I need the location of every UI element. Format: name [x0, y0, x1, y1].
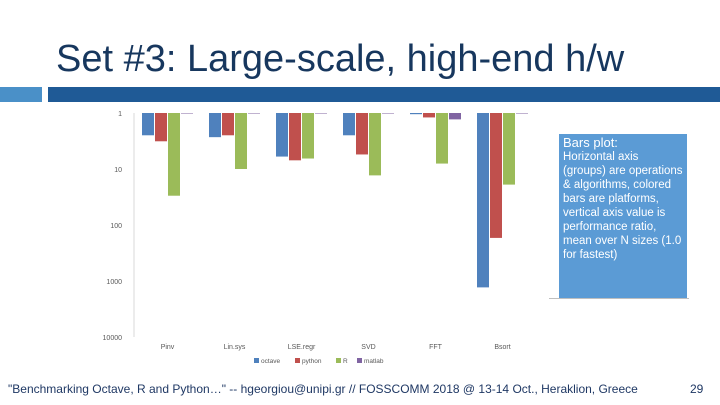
legend-label: octave — [261, 358, 281, 365]
chart-background — [96, 103, 536, 370]
bar-python-fft — [423, 113, 435, 118]
x-tick-label: Bsort — [494, 344, 510, 351]
y-tick-label: 10000 — [103, 335, 123, 342]
bar-python-svd — [356, 113, 368, 155]
y-tick-label: 100 — [110, 223, 122, 230]
bar-matlab-lseregr — [315, 113, 327, 114]
slide-title: Set #3: Large-scale, high-end h/w — [56, 38, 625, 80]
legend-swatch-octave — [254, 358, 259, 363]
x-tick-labels: Pinv Lin.sys LSE.regr SVD FFT Bsort — [161, 344, 511, 351]
y-tick-label: 10 — [114, 167, 122, 174]
y-tick-label: 1 — [118, 111, 122, 118]
bar-python-linsys — [222, 113, 234, 136]
y-tick-label: 1000 — [106, 279, 122, 286]
bar-octave-svd — [343, 113, 355, 136]
bar-octave-bsort — [477, 113, 489, 288]
bar-r-pinv — [168, 113, 180, 196]
bar-octave-fft — [410, 113, 422, 115]
legend-label: matlab — [364, 358, 384, 365]
x-tick-label: LSE.regr — [288, 344, 316, 351]
page-number: 29 — [690, 382, 704, 396]
y-tick-labels: 1 10 100 1000 10000 — [103, 111, 123, 342]
bar-matlab-linsys — [248, 113, 260, 114]
bar-python-lseregr — [289, 113, 301, 161]
bar-matlab-pinv — [181, 113, 193, 114]
annotation-box: Bars plot: Horizontal axis (groups) are … — [559, 134, 687, 298]
bar-r-bsort — [503, 113, 515, 185]
x-tick-label: SVD — [361, 344, 375, 351]
bars — [142, 113, 528, 288]
bar-r-lseregr — [302, 113, 314, 159]
x-tick-label: Pinv — [161, 344, 175, 351]
title-accent-box — [0, 87, 42, 102]
x-tick-label: Lin.sys — [224, 344, 246, 351]
bar-chart: 1 10 100 1000 10000 Pinv Lin.sys LSE.regr SVD FF… — [96, 103, 536, 370]
bar-python-bsort — [490, 113, 502, 238]
legend-label: R — [343, 358, 348, 365]
annotation-title: Bars plot: — [563, 135, 618, 150]
bar-matlab-bsort — [516, 113, 528, 114]
annotation-text: Horizontal axis (groups) are operations … — [563, 151, 683, 261]
legend-swatch-matlab — [357, 358, 362, 363]
bar-octave-linsys — [209, 113, 221, 138]
legend-label: python — [302, 358, 322, 365]
x-tick-label: FFT — [429, 344, 443, 351]
legend-swatch-r — [336, 358, 341, 363]
bar-matlab-svd — [382, 113, 394, 114]
bar-r-svd — [369, 113, 381, 176]
legend-swatch-python — [295, 358, 300, 363]
annotation-divider — [549, 298, 689, 299]
bar-octave-lseregr — [276, 113, 288, 157]
bar-r-linsys — [235, 113, 247, 169]
title-accent-bar — [48, 87, 720, 102]
bar-matlab-fft — [449, 113, 461, 120]
bar-r-fft — [436, 113, 448, 164]
bar-octave-pinv — [142, 113, 154, 136]
slide-footer: "Benchmarking Octave, R and Python…" -- … — [8, 382, 638, 396]
bar-python-pinv — [155, 113, 167, 142]
